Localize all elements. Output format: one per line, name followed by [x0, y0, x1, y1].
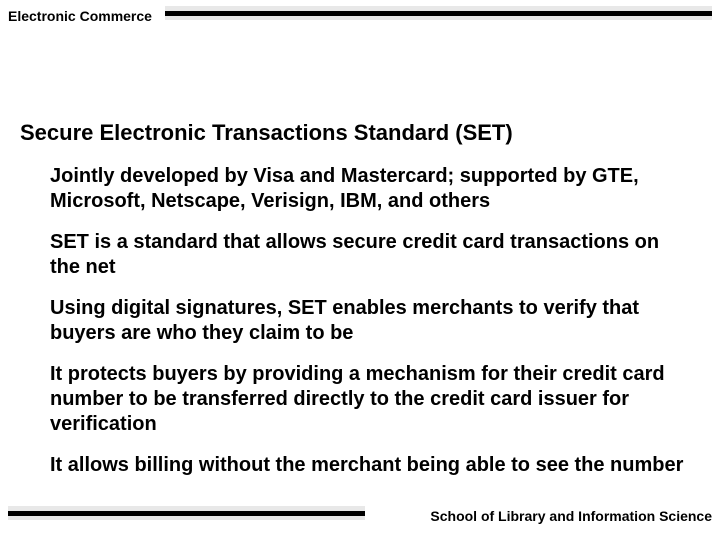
- bullet-item: Using digital signatures, SET enables me…: [50, 296, 690, 346]
- slide-footer: School of Library and Information Scienc…: [0, 506, 720, 530]
- footer-label: School of Library and Information Scienc…: [426, 508, 712, 524]
- header-bar-dark: [165, 11, 712, 16]
- bullet-item: Jointly developed by Visa and Mastercard…: [50, 164, 690, 214]
- bullet-item: SET is a standard that allows secure cre…: [50, 230, 690, 280]
- footer-bar-dark: [8, 511, 365, 516]
- header-label: Electronic Commerce: [8, 8, 156, 24]
- slide-header: Electronic Commerce: [0, 6, 720, 30]
- bullet-item: It protects buyers by providing a mechan…: [50, 362, 690, 437]
- slide-title: Secure Electronic Transactions Standard …: [20, 120, 690, 146]
- slide-content: Secure Electronic Transactions Standard …: [20, 120, 690, 494]
- bullet-item: It allows billing without the merchant b…: [50, 453, 690, 478]
- bullet-list: Jointly developed by Visa and Mastercard…: [20, 164, 690, 478]
